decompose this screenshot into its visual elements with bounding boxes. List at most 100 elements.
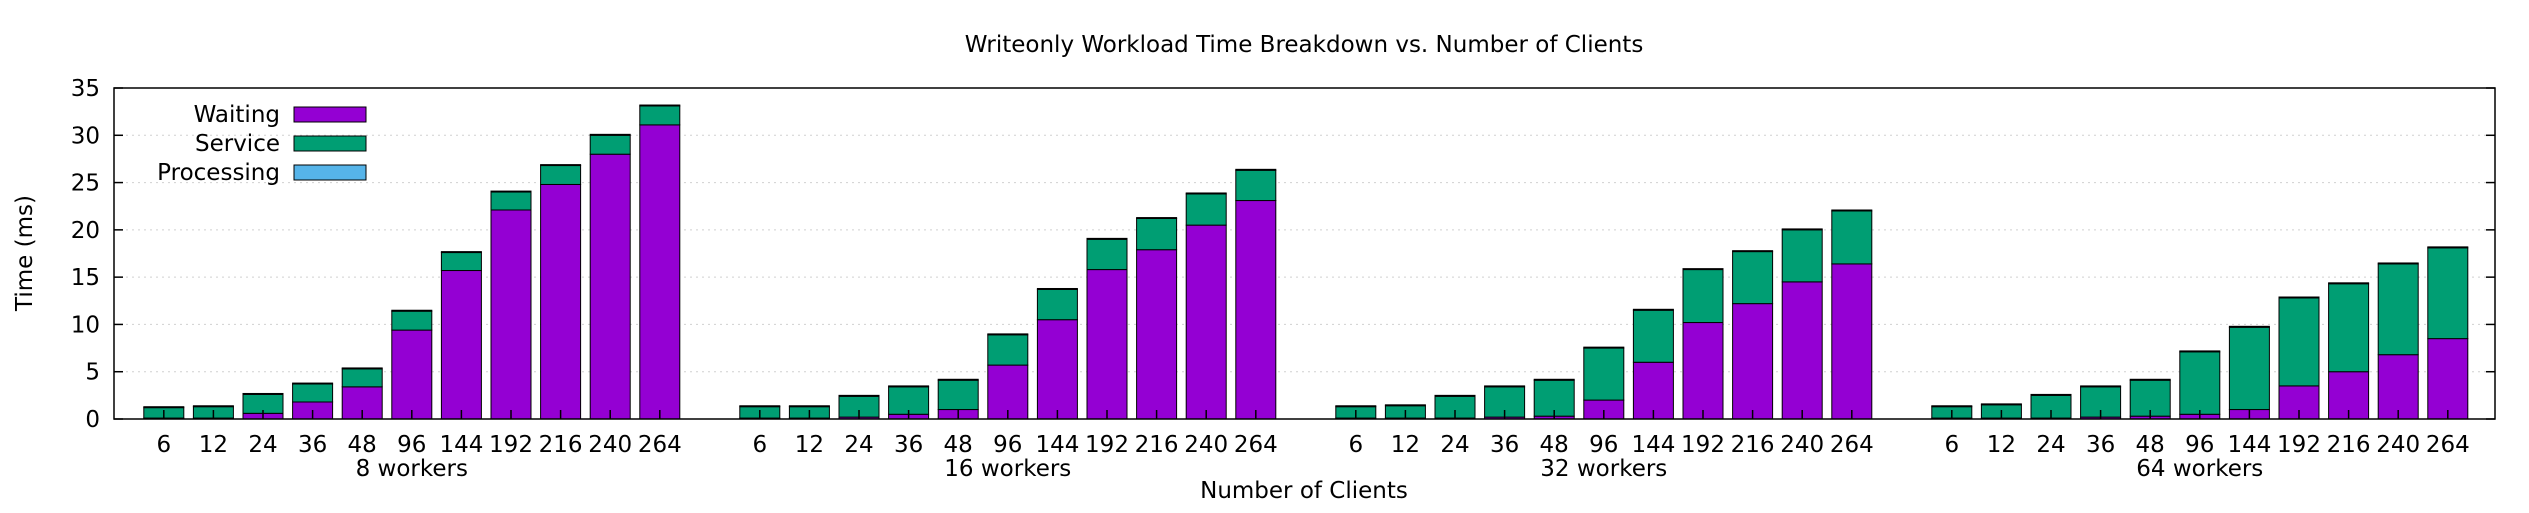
x-tick-label: 24 xyxy=(2036,432,2065,458)
bar-waiting xyxy=(490,209,532,420)
bar-processing xyxy=(143,406,185,409)
bar-processing xyxy=(888,385,930,388)
y-tick-label: 30 xyxy=(71,123,100,149)
bar-processing xyxy=(440,251,482,254)
bar-processing xyxy=(540,164,582,167)
bar-processing xyxy=(2427,246,2469,249)
x-tick-label: 240 xyxy=(588,432,632,458)
bar-service xyxy=(1036,288,1078,321)
bar-processing xyxy=(1533,378,1575,381)
x-tick-label: 36 xyxy=(894,432,923,458)
bar-processing xyxy=(2278,296,2320,299)
bar-service xyxy=(341,368,383,388)
bar-processing xyxy=(490,190,532,193)
bar-waiting xyxy=(2377,354,2419,420)
bar-processing xyxy=(2377,262,2419,265)
x-tick-label: 96 xyxy=(1589,432,1618,458)
bar-processing xyxy=(1682,268,1724,271)
bars xyxy=(143,104,2469,420)
x-tick-label: 36 xyxy=(1490,432,1519,458)
bar-waiting xyxy=(1682,322,1724,420)
x-tick-label: 24 xyxy=(1440,432,1469,458)
bar-service xyxy=(1185,193,1227,226)
x-tick-label: 264 xyxy=(1830,432,1874,458)
x-tick-label: 96 xyxy=(397,432,426,458)
bar-processing xyxy=(1434,394,1476,397)
bar-processing xyxy=(2328,282,2370,285)
legend-swatch xyxy=(293,106,367,123)
x-tick-label: 192 xyxy=(1681,432,1725,458)
bar-service xyxy=(2228,326,2270,411)
bar-service xyxy=(1086,238,1128,271)
bar-service xyxy=(1136,218,1178,251)
bar-processing xyxy=(2129,378,2171,381)
x-tick-label: 96 xyxy=(993,432,1022,458)
bar-processing xyxy=(1583,346,1625,349)
x-tick-label: 144 xyxy=(1035,432,1079,458)
plot-frame xyxy=(113,87,2496,420)
bar-processing xyxy=(1632,308,1674,311)
y-tick-label: 10 xyxy=(71,312,100,338)
x-tick-label: 216 xyxy=(539,432,583,458)
bar-processing xyxy=(1781,228,1823,231)
x-tick-label: 12 xyxy=(795,432,824,458)
legend-label: Processing xyxy=(157,160,280,186)
bar-processing xyxy=(1484,385,1526,388)
bar-processing xyxy=(1185,192,1227,195)
bar-processing xyxy=(1335,405,1377,408)
bar-service xyxy=(2328,283,2370,373)
x-tick-label: 192 xyxy=(2277,432,2321,458)
bar-processing xyxy=(242,392,284,395)
bar-waiting xyxy=(1086,269,1128,420)
bar-service xyxy=(490,191,532,211)
x-tick-label: 48 xyxy=(348,432,377,458)
x-tick-label: 48 xyxy=(1540,432,1569,458)
x-tick-label: 216 xyxy=(2327,432,2371,458)
x-axis-label: Number of Clients xyxy=(1200,478,1408,504)
bar-processing xyxy=(192,405,234,408)
x-tick-label: 264 xyxy=(638,432,682,458)
bar-waiting xyxy=(2427,338,2469,420)
bar-service xyxy=(1781,229,1823,283)
group-label: 8 workers xyxy=(356,456,468,482)
y-tick-label: 20 xyxy=(71,218,100,244)
y-tick-label: 35 xyxy=(71,76,100,102)
y-axis-label: Time (ms) xyxy=(12,195,38,312)
bar-processing xyxy=(739,405,781,408)
x-tick-label: 6 xyxy=(1348,432,1363,458)
x-tick-label: 264 xyxy=(1234,432,1278,458)
bar-service xyxy=(2179,351,2221,415)
x-tick-label: 216 xyxy=(1731,432,1775,458)
x-tick-label: 240 xyxy=(1780,432,1824,458)
y-tick-label: 0 xyxy=(85,407,100,433)
bar-service xyxy=(937,379,979,411)
bar-processing xyxy=(1931,405,1973,408)
bar-waiting xyxy=(440,270,482,420)
x-tick-label: 12 xyxy=(1987,432,2016,458)
bar-processing xyxy=(1732,250,1774,253)
x-tick-label: 192 xyxy=(489,432,533,458)
x-tick-label: 144 xyxy=(2227,432,2271,458)
bar-service xyxy=(440,252,482,272)
bar-processing xyxy=(292,382,334,385)
bar-waiting xyxy=(1036,319,1078,420)
x-tick-label: 12 xyxy=(199,432,228,458)
bar-service xyxy=(2278,297,2320,387)
bar-waiting xyxy=(589,153,631,420)
bar-waiting xyxy=(391,329,433,420)
x-tick-label: 240 xyxy=(1184,432,1228,458)
bar-waiting xyxy=(1136,249,1178,420)
x-tick-label: 48 xyxy=(944,432,973,458)
bar-waiting xyxy=(1831,263,1873,420)
bar-service xyxy=(987,334,1029,366)
legend-label: Service xyxy=(195,131,280,157)
bar-service xyxy=(1632,309,1674,363)
bar-processing xyxy=(1831,209,1873,212)
bar-waiting xyxy=(540,183,582,420)
bar-processing xyxy=(1235,168,1277,171)
x-tick-label: 240 xyxy=(2376,432,2420,458)
bar-processing xyxy=(1086,237,1128,240)
bar-processing xyxy=(1980,403,2022,406)
bar-processing xyxy=(1136,217,1178,220)
